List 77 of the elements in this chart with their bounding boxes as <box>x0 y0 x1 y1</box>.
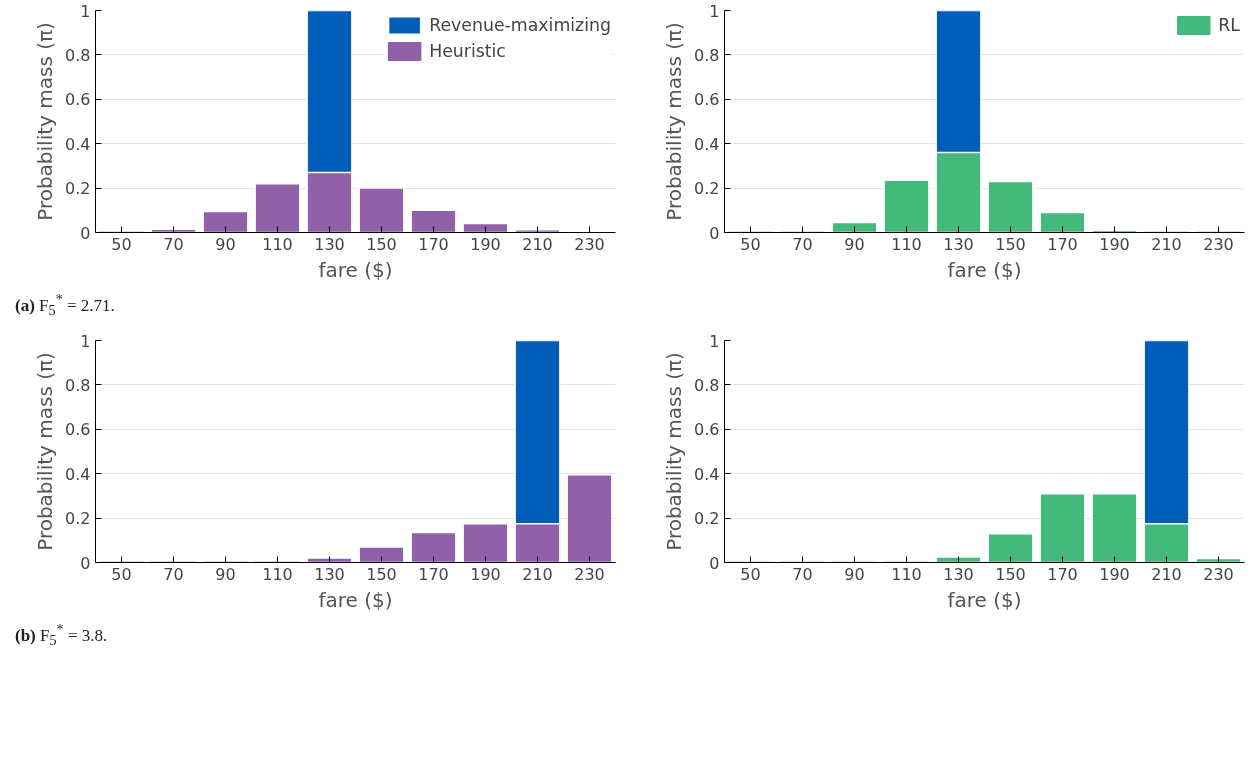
x-tick-label: 70 <box>163 234 184 254</box>
y-tick-label: 1 <box>709 331 720 351</box>
y-tick-label: 1 <box>80 1 91 21</box>
x-tick-label: 230 <box>574 564 605 584</box>
x-tick-label: 110 <box>262 234 293 254</box>
x-axis-title: fare ($) <box>318 587 393 612</box>
x-tick-label: 170 <box>1047 564 1078 584</box>
y-tick-label: 0.2 <box>65 179 91 199</box>
x-tick-label: 170 <box>418 234 449 254</box>
y-tick-label: 0.4 <box>694 464 720 484</box>
x-tick-label: 70 <box>792 234 813 254</box>
x-axis-title: fare ($) <box>318 257 393 282</box>
y-axis-title: Probability mass (π) <box>662 22 687 221</box>
x-tick-label: 50 <box>740 234 761 254</box>
x-tick-label: 210 <box>1151 234 1182 254</box>
y-tick-label: 0.4 <box>65 464 91 484</box>
x-tick-label: 130 <box>314 564 345 584</box>
y-tick-label: 0.8 <box>694 375 720 395</box>
legend-label: Heuristic <box>429 40 506 62</box>
x-tick-label: 90 <box>215 234 236 254</box>
x-tick-label: 170 <box>418 564 449 584</box>
x-tick-label: 150 <box>366 564 397 584</box>
text: (b) F$_{5}$$^{*}$ = 3.8. <box>15 620 108 651</box>
y-tick-label: 0.8 <box>65 45 91 65</box>
x-tick-label: 150 <box>995 564 1026 584</box>
y-tick-label: 1 <box>709 1 720 21</box>
legend-label: RL <box>1218 14 1240 36</box>
x-tick-label: 190 <box>1099 234 1130 254</box>
y-tick-label: 0.6 <box>65 90 91 110</box>
x-tick-label: 230 <box>1203 564 1234 584</box>
x-tick-label: 90 <box>844 564 865 584</box>
x-tick-label: 70 <box>163 564 184 584</box>
y-tick-label: 0.2 <box>694 179 720 199</box>
x-tick-label: 90 <box>215 564 236 584</box>
x-tick-label: 50 <box>111 234 132 254</box>
x-tick-label: 110 <box>891 234 922 254</box>
x-tick-label: 130 <box>943 564 974 584</box>
x-tick-label: 130 <box>314 234 345 254</box>
y-tick-label: 0.4 <box>65 134 91 154</box>
y-axis-title: Probability mass (π) <box>33 22 58 221</box>
x-tick-label: 190 <box>470 564 501 584</box>
x-axis-title: fare ($) <box>947 257 1022 282</box>
y-tick-label: 0 <box>80 553 91 573</box>
x-tick-label: 110 <box>891 564 922 584</box>
x-tick-label: 230 <box>574 234 605 254</box>
x-tick-label: 130 <box>943 234 974 254</box>
legend-label: Revenue-maximizing <box>429 14 611 36</box>
text: (a) F$_{5}$$^{*}$ = 2.71. <box>15 290 115 321</box>
x-tick-label: 170 <box>1047 234 1078 254</box>
x-tick-label: 150 <box>366 234 397 254</box>
y-tick-label: 0.2 <box>65 509 91 529</box>
y-tick-label: 0 <box>709 223 720 243</box>
y-tick-label: 0.6 <box>65 420 91 440</box>
y-tick-label: 0.8 <box>65 375 91 395</box>
x-tick-label: 210 <box>522 234 553 254</box>
x-tick-label: 110 <box>262 564 293 584</box>
y-tick-label: 1 <box>80 331 91 351</box>
y-tick-label: 0.8 <box>694 45 720 65</box>
y-tick-label: 0.6 <box>694 90 720 110</box>
y-axis-title: Probability mass (π) <box>33 352 58 551</box>
x-tick-label: 50 <box>740 564 761 584</box>
x-tick-label: 150 <box>995 234 1026 254</box>
x-tick-label: 190 <box>470 234 501 254</box>
y-tick-label: 0.2 <box>694 509 720 529</box>
x-tick-label: 210 <box>522 564 553 584</box>
y-axis-title: Probability mass (π) <box>662 352 687 551</box>
x-tick-label: 90 <box>844 234 865 254</box>
x-tick-label: 230 <box>1203 234 1234 254</box>
y-tick-label: 0.6 <box>694 420 720 440</box>
x-axis-title: fare ($) <box>947 587 1022 612</box>
y-tick-label: 0 <box>709 553 720 573</box>
y-tick-label: 0.4 <box>694 134 720 154</box>
y-tick-label: 0 <box>80 223 91 243</box>
x-tick-label: 50 <box>111 564 132 584</box>
x-tick-label: 190 <box>1099 564 1130 584</box>
x-tick-label: 210 <box>1151 564 1182 584</box>
x-tick-label: 70 <box>792 564 813 584</box>
